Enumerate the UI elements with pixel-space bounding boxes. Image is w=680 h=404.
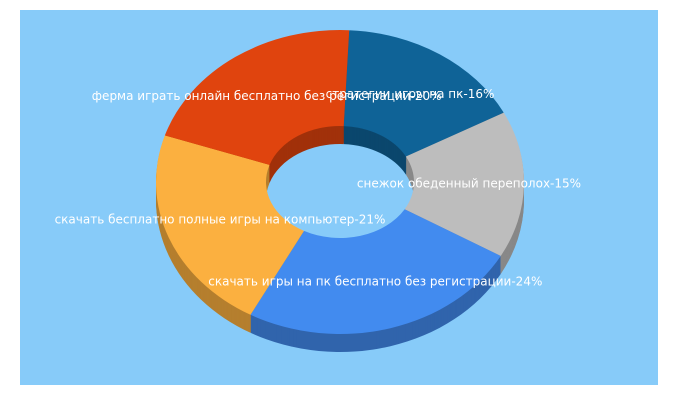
labels: стратегии игры на пк-16% снежок обеденный…	[55, 87, 581, 288]
slice	[155, 135, 304, 315]
slice	[404, 112, 524, 256]
slice-label: скачать бесплатно полные игры на компьют…	[55, 213, 386, 227]
slice-label: скачать игры на пк бесплатно без регистр…	[208, 275, 542, 289]
slice-label: ферма играть онлайн бесплатно без регист…	[92, 89, 442, 103]
slice-label: снежок обеденный переполох-15%	[357, 176, 581, 190]
slice	[164, 29, 350, 165]
slice	[250, 209, 501, 334]
slice-label: стратегии игры на пк-16%	[326, 87, 495, 101]
slice	[343, 30, 504, 157]
donut	[155, 29, 524, 352]
